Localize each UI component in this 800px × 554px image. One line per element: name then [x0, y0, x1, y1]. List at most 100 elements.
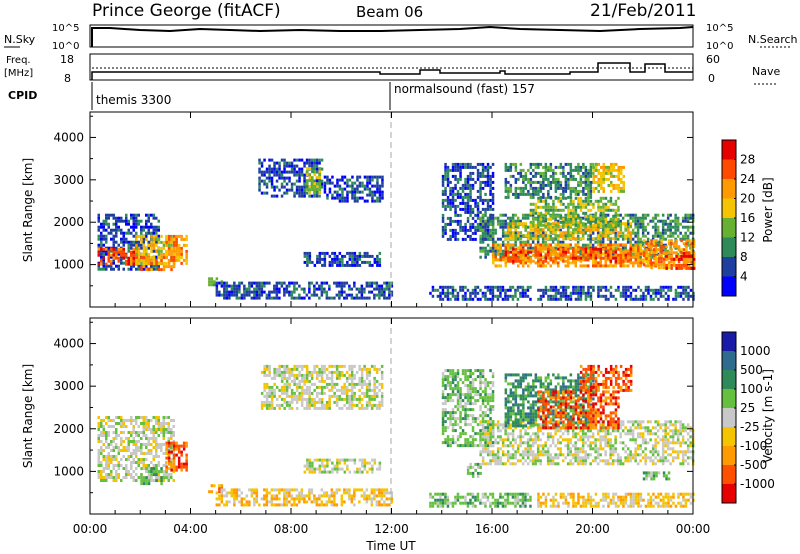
- velocity-cell: [135, 449, 138, 452]
- power-cell: [529, 225, 533, 229]
- power-cell: [376, 196, 379, 200]
- power-cell: [476, 297, 480, 301]
- velocity-cell: [100, 446, 103, 449]
- power-cell: [554, 253, 558, 257]
- power-cell: [519, 285, 522, 289]
- velocity-cell: [167, 467, 170, 470]
- power-cell: [454, 192, 457, 196]
- power-cell: [614, 208, 618, 212]
- power-cell: [537, 255, 540, 259]
- power-cell: [127, 243, 130, 247]
- power-cell: [466, 192, 470, 196]
- power-cell: [479, 288, 482, 292]
- power-cell: [569, 162, 573, 166]
- power-cell: [351, 190, 354, 194]
- velocity-cell: [142, 434, 145, 437]
- power-cell: [534, 208, 538, 212]
- power-cell: [230, 287, 234, 291]
- velocity-cell: [265, 397, 269, 401]
- power-cell: [594, 217, 598, 221]
- power-cell: [574, 214, 578, 218]
- power-cell: [318, 158, 321, 162]
- power-cell: [544, 264, 547, 268]
- velocity-cell: [165, 441, 168, 445]
- power-cell: [562, 174, 565, 178]
- power-cell: [574, 177, 578, 181]
- power-cell: [617, 171, 620, 175]
- power-cell: [644, 213, 647, 217]
- power-cell: [497, 252, 500, 256]
- velocity-cell: [112, 455, 115, 458]
- power-cell: [579, 220, 583, 224]
- power-cell: [484, 255, 487, 259]
- power-cell: [491, 171, 495, 175]
- power-cell: [559, 294, 563, 298]
- power-cell: [385, 287, 389, 291]
- power-cell: [471, 165, 475, 169]
- power-cell: [474, 237, 477, 241]
- power-cell: [617, 261, 620, 265]
- velocity-cell: [160, 482, 163, 486]
- velocity-cell: [185, 453, 188, 457]
- power-cell: [135, 213, 138, 217]
- power-cell: [610, 174, 613, 178]
- power-cell: [574, 258, 577, 262]
- velocity-cell: [283, 364, 286, 368]
- power-cell: [627, 264, 630, 268]
- power-cell: [666, 216, 670, 220]
- power-cell: [524, 222, 528, 226]
- power-cell: [373, 296, 376, 300]
- power-cell: [172, 252, 176, 256]
- power-cell: [162, 265, 166, 269]
- power-cell: [567, 243, 570, 247]
- power-cell: [444, 192, 447, 196]
- power-cell: [612, 214, 615, 218]
- power-cell: [484, 168, 487, 172]
- velocity-cell: [102, 434, 105, 437]
- power-cell: [127, 246, 130, 250]
- power-cell: [310, 158, 314, 162]
- power-cell: [157, 249, 161, 253]
- velocity-cell: [100, 479, 103, 482]
- power-cell: [489, 219, 492, 223]
- velocity-cell: [285, 394, 289, 398]
- power-cell: [225, 284, 229, 288]
- power-cell: [692, 263, 696, 267]
- power-cell: [692, 245, 696, 249]
- power-cell: [110, 231, 113, 235]
- power-cell: [375, 284, 379, 288]
- velocity-cell: [140, 416, 143, 419]
- power-cell: [542, 249, 545, 253]
- velocity-cell: [275, 385, 279, 389]
- power-cell: [587, 249, 590, 253]
- power-cell: [562, 202, 565, 206]
- power-cell: [150, 243, 153, 247]
- power-cell: [350, 296, 354, 300]
- power-cell: [285, 164, 289, 168]
- power-cell: [607, 264, 610, 268]
- power-cell: [504, 219, 507, 223]
- power-cell: [574, 231, 578, 235]
- power-cell: [617, 285, 620, 289]
- power-cell: [569, 234, 573, 238]
- power-cell: [662, 257, 666, 261]
- power-cell: [130, 259, 133, 263]
- velocity-cell: [303, 364, 306, 368]
- power-cell: [489, 231, 492, 235]
- power-cell: [333, 251, 337, 255]
- power-cell: [604, 285, 608, 289]
- power-cell: [489, 186, 492, 190]
- power-cell: [122, 237, 125, 241]
- power-cell: [532, 217, 535, 221]
- power-cell: [464, 177, 467, 181]
- power-cell: [373, 184, 377, 188]
- velocity-cell: [315, 385, 319, 389]
- power-cell: [484, 219, 487, 223]
- power-cell: [486, 171, 490, 175]
- power-cell: [564, 205, 568, 209]
- power-cell: [155, 216, 158, 220]
- power-cell: [501, 228, 505, 232]
- power-cell: [320, 293, 324, 297]
- power-cell: [481, 294, 485, 298]
- power-cell: [531, 240, 535, 244]
